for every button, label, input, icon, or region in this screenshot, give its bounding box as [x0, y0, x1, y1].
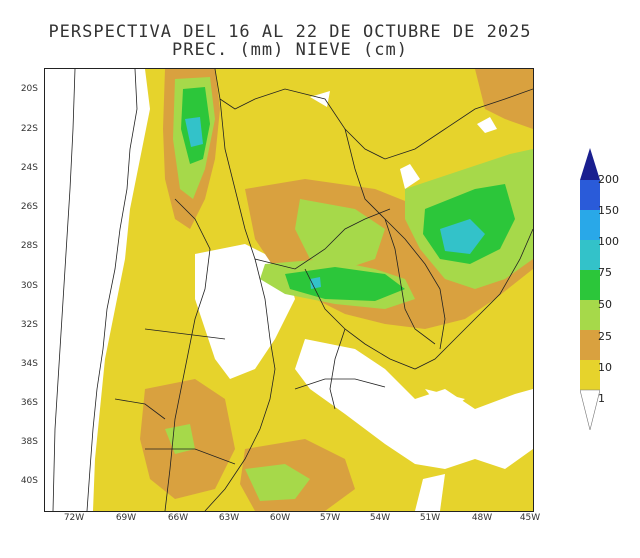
colorbar-band: [580, 210, 600, 240]
legend-level-label: 200: [598, 173, 619, 186]
lon-label: 51W: [419, 513, 441, 523]
colorbar-band: [580, 180, 600, 210]
lat-label: 40S: [20, 476, 38, 486]
map-canvas: [45, 69, 533, 511]
lat-label: 24S: [20, 163, 38, 173]
legend-level-label: 1: [598, 392, 605, 405]
lat-label: 34S: [20, 359, 38, 369]
precipitation-map: [44, 68, 534, 512]
legend-level-label: 10: [598, 361, 612, 374]
colorbar: [580, 148, 600, 430]
lon-label: 63W: [218, 513, 240, 523]
lon-label: 66W: [167, 513, 189, 523]
lat-label: 30S: [20, 281, 38, 291]
lon-label: 45W: [519, 513, 541, 523]
lat-label: 20S: [20, 84, 38, 94]
lat-label: 32S: [20, 320, 38, 330]
legend-level-label: 25: [598, 330, 612, 343]
legend-level-label: 150: [598, 204, 619, 217]
colorbar-band: [580, 300, 600, 330]
map-subtitle: PREC. (mm) NIEVE (cm): [172, 40, 408, 60]
colorbar-band: [580, 240, 600, 270]
lon-label: 48W: [471, 513, 493, 523]
lon-label: 72W: [63, 513, 85, 523]
lat-label: 22S: [20, 124, 38, 134]
map-title: PERSPECTIVA DEL 16 AL 22 DE OCTUBRE DE 2…: [48, 22, 532, 42]
lon-label: 54W: [369, 513, 391, 523]
colorbar-band: [580, 360, 600, 390]
legend-level-label: 100: [598, 235, 619, 248]
lat-label: 38S: [20, 437, 38, 447]
lon-label: 60W: [269, 513, 291, 523]
legend-level-label: 50: [598, 298, 612, 311]
colorbar-band: [580, 270, 600, 300]
borders: [52, 69, 533, 511]
fill-level-50: [181, 87, 515, 301]
lat-label: 36S: [20, 398, 38, 408]
lon-label: 69W: [115, 513, 137, 523]
colorbar-cap-top: [580, 148, 600, 180]
colorbar-band: [580, 330, 600, 360]
colorbar-cap-bottom: [580, 389, 600, 430]
lon-label: 57W: [319, 513, 341, 523]
fill-level-75: [185, 117, 485, 289]
lat-label: 28S: [20, 241, 38, 251]
lat-label: 26S: [20, 202, 38, 212]
legend-level-label: 75: [598, 266, 612, 279]
